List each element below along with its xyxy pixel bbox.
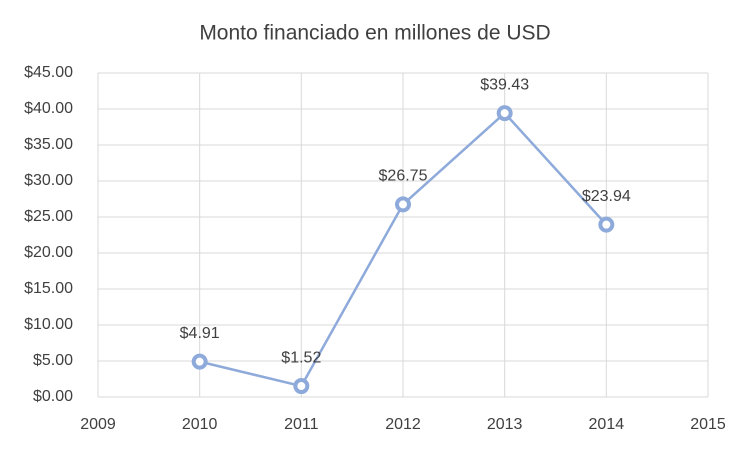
y-tick-label: $0.00 <box>33 388 73 405</box>
x-tick-label: 2010 <box>182 416 218 433</box>
y-tick-label: $10.00 <box>24 316 73 333</box>
x-tick-label: 2009 <box>80 416 116 433</box>
y-tick-label: $35.00 <box>24 136 73 153</box>
data-label: $4.91 <box>180 325 220 342</box>
data-point <box>496 105 513 122</box>
data-point <box>598 216 615 233</box>
y-tick-label: $5.00 <box>33 352 73 369</box>
data-label: $26.75 <box>379 168 428 185</box>
x-tick-label: 2014 <box>589 416 625 433</box>
data-label: $23.94 <box>582 188 631 205</box>
data-point <box>191 353 208 370</box>
y-tick-label: $45.00 <box>24 64 73 81</box>
y-tick-label: $40.00 <box>24 100 73 117</box>
y-tick-label: $25.00 <box>24 208 73 225</box>
x-tick-label: 2012 <box>385 416 421 433</box>
data-label: $39.43 <box>480 76 529 93</box>
x-tick-label: 2013 <box>487 416 523 433</box>
data-point <box>293 378 310 395</box>
x-tick-label: 2015 <box>690 416 726 433</box>
y-tick-label: $30.00 <box>24 172 73 189</box>
y-tick-label: $20.00 <box>24 244 73 261</box>
data-point <box>395 196 411 213</box>
data-label: $1.52 <box>281 349 321 366</box>
y-tick-label: $15.00 <box>24 280 73 297</box>
chart-title: Monto financiado en millones de USD <box>199 22 550 45</box>
x-tick-label: 2011 <box>284 416 319 433</box>
